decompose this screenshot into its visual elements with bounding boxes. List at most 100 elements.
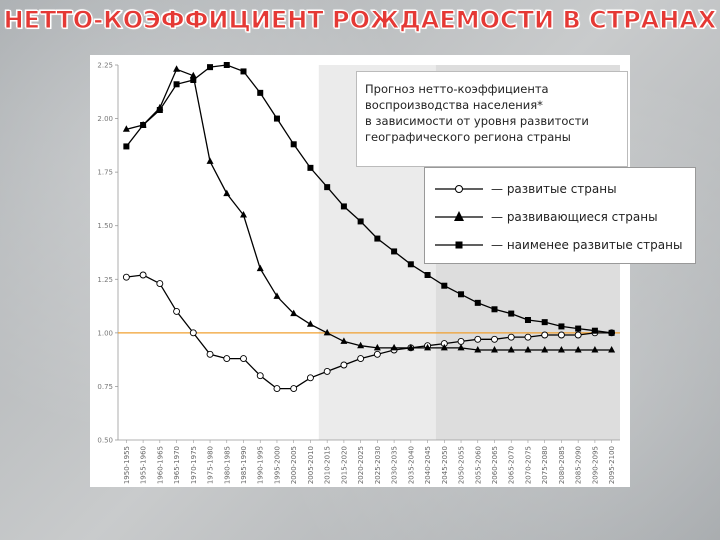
- data-point-square: [474, 299, 481, 306]
- x-tick-label: 2055-2060: [474, 446, 482, 484]
- data-point-triangle: [591, 346, 599, 353]
- data-point-triangle: [323, 328, 331, 336]
- data-point-square: [257, 89, 264, 96]
- y-tick-label: 2.00: [97, 115, 113, 123]
- data-point-square: [223, 62, 230, 68]
- data-point-triangle: [306, 320, 314, 327]
- slide-title: НЕТТО-КОЭФФИЦИЕНТ РОЖДАЕМОСТИ В СТРАНАХ: [3, 6, 717, 35]
- x-tick-label: 2075-2080: [541, 446, 549, 484]
- data-point-circle: [273, 385, 281, 393]
- data-point-square: [207, 64, 214, 71]
- x-tick-label: 2020-2025: [357, 446, 365, 484]
- data-point-circle: [189, 329, 197, 337]
- x-tick-label: 1990-1995: [257, 446, 265, 484]
- data-point-circle: [491, 335, 498, 343]
- x-tick-label: 1985-1990: [240, 446, 248, 484]
- data-point-circle: [557, 331, 565, 339]
- data-point-triangle: [373, 343, 381, 351]
- data-point-circle: [541, 331, 549, 339]
- x-tick-label: 1980-1985: [223, 446, 231, 484]
- x-tick-label: 2060-2065: [491, 446, 499, 484]
- data-point-triangle: [557, 346, 565, 353]
- data-point-triangle: [491, 346, 498, 353]
- forecast-note: Прогноз нетто-коэффициента воспроизводст…: [356, 71, 628, 167]
- data-point-triangle: [122, 125, 130, 132]
- data-point-triangle: [340, 337, 348, 344]
- legend-item-developed: — развитые страны: [425, 180, 695, 200]
- x-tick-label: 2040-2045: [424, 446, 432, 484]
- data-point-circle: [340, 361, 348, 369]
- data-point-square: [407, 261, 414, 268]
- data-point-square: [290, 141, 297, 148]
- data-point-square: [374, 235, 381, 242]
- x-tick-label: 1960-1965: [156, 446, 164, 484]
- data-point-circle: [357, 355, 365, 363]
- data-point-circle: [139, 271, 147, 279]
- data-point-triangle: [256, 264, 264, 272]
- x-tick-label: 1970-1975: [190, 446, 198, 484]
- x-tick-label: 2065-2070: [508, 446, 516, 484]
- data-point-triangle: [608, 346, 616, 353]
- note-line-3: в зависимости от уровня развитости: [365, 114, 589, 128]
- legend-marker-circle-icon: [435, 185, 483, 193]
- data-point-square: [173, 81, 180, 88]
- x-tick-label: 2010-2015: [324, 446, 332, 484]
- legend-label-developing: — развивающиеся страны: [491, 210, 658, 224]
- x-tick-label: 2015-2020: [340, 446, 348, 484]
- data-point-circle: [574, 331, 582, 339]
- data-point-circle: [373, 350, 381, 358]
- data-point-triangle: [424, 343, 432, 351]
- x-tick-label: 1975-1980: [207, 446, 215, 484]
- data-point-triangle: [457, 343, 465, 351]
- data-point-square: [458, 291, 465, 298]
- x-tick-label: 1995-2000: [273, 446, 281, 484]
- x-tick-label: 2080-2085: [558, 446, 566, 484]
- x-tick-label: 2025-2030: [374, 446, 382, 484]
- data-point-square: [123, 143, 130, 150]
- data-point-triangle: [357, 341, 365, 349]
- data-point-circle: [524, 333, 532, 341]
- y-tick-label: 1.75: [97, 169, 113, 177]
- data-point-square: [541, 319, 548, 326]
- note-line-4: географического региона страны: [365, 130, 571, 144]
- data-point-circle: [122, 273, 130, 281]
- data-point-circle: [306, 374, 314, 382]
- data-point-square: [508, 310, 515, 317]
- data-point-square: [240, 68, 247, 75]
- data-point-circle: [206, 350, 214, 358]
- note-line-1: Прогноз нетто-коэффициента: [365, 82, 549, 96]
- data-point-square: [273, 115, 280, 122]
- data-point-square: [441, 282, 448, 289]
- data-point-circle: [323, 367, 331, 375]
- x-tick-label: 2045-2050: [441, 446, 449, 484]
- data-point-square: [524, 317, 531, 323]
- legend-marker-triangle-icon: [435, 211, 483, 221]
- x-tick-label: 2000-2005: [290, 446, 298, 484]
- x-tick-label: 2095-2100: [608, 446, 616, 484]
- data-point-square: [391, 248, 398, 255]
- data-point-square: [156, 107, 163, 113]
- data-point-square: [491, 306, 498, 313]
- x-tick-label: 2085-2090: [575, 446, 583, 484]
- data-point-triangle: [206, 157, 214, 164]
- data-point-square: [307, 164, 314, 171]
- x-tick-label: 2005-2010: [307, 446, 315, 484]
- data-point-circle: [223, 355, 231, 363]
- x-tick-label: 1965-1970: [173, 446, 181, 484]
- data-point-triangle: [524, 346, 532, 353]
- y-tick-label: 1.25: [97, 276, 113, 284]
- data-point-triangle: [173, 65, 181, 72]
- data-point-circle: [290, 385, 298, 393]
- data-point-triangle: [223, 189, 231, 197]
- legend-label-least-developed: — наименее развитые страны: [491, 238, 683, 252]
- data-point-square: [340, 203, 347, 210]
- data-point-triangle: [474, 346, 482, 353]
- data-point-triangle: [290, 309, 298, 317]
- data-point-square: [324, 184, 331, 191]
- data-point-triangle: [407, 343, 415, 351]
- x-tick-label: 2050-2055: [458, 446, 466, 484]
- data-point-square: [608, 329, 615, 336]
- data-point-circle: [474, 335, 482, 343]
- data-point-triangle: [189, 71, 197, 79]
- data-point-circle: [173, 307, 181, 315]
